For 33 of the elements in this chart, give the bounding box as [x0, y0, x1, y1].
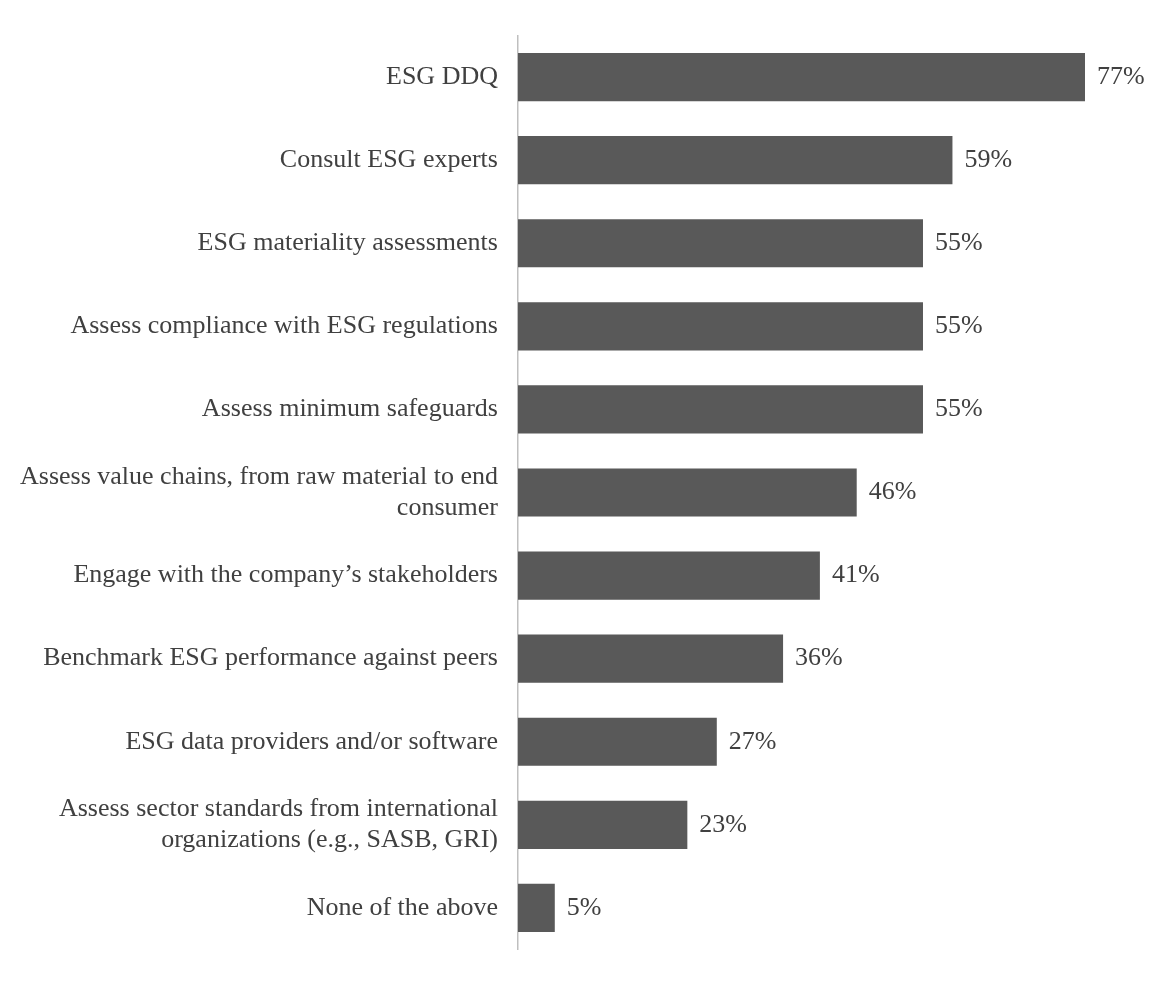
data-label: 36%	[795, 642, 843, 672]
y-tick-label: Benchmark ESG performance against peers	[43, 642, 498, 672]
data-label: 23%	[699, 808, 748, 838]
data-label: 77%	[1097, 60, 1145, 90]
y-tick-label: ESG materiality assessments	[197, 227, 498, 257]
y-tick-label: ESG DDQ	[386, 60, 499, 90]
bar	[517, 219, 923, 268]
y-tick-label: Assess value chains, from raw material to end consumer	[20, 460, 499, 521]
data-label: 5%	[566, 891, 602, 921]
bar	[517, 551, 820, 600]
bar	[517, 385, 923, 434]
bar	[517, 634, 784, 683]
data-label: 55%	[934, 393, 983, 423]
data-label: 46%	[868, 476, 917, 506]
y-tick-label: None of the above	[306, 891, 498, 921]
bar	[517, 800, 688, 849]
data-label: 55%	[934, 310, 983, 340]
y-tick-label: Assess sector standards from international organizations (e.g., SASB, GRI)	[58, 793, 498, 854]
bar	[517, 468, 857, 517]
y-tick-label: Consult ESG experts	[279, 144, 498, 174]
data-label: 41%	[831, 559, 880, 589]
y-tick-label: Engage with the company’s stakeholders	[73, 559, 498, 589]
y-tick-label: Assess compliance with ESG regulations	[70, 310, 498, 340]
bar	[517, 883, 555, 932]
bar	[517, 302, 923, 351]
bar	[517, 53, 1085, 102]
data-label: 55%	[934, 227, 983, 257]
y-tick-label: ESG data providers and/or software	[125, 725, 498, 755]
bar	[517, 136, 953, 185]
bar	[517, 717, 717, 766]
data-label: 59%	[964, 144, 1013, 174]
y-tick-label: Assess minimum safeguards	[201, 393, 498, 423]
data-label: 27%	[728, 725, 777, 755]
